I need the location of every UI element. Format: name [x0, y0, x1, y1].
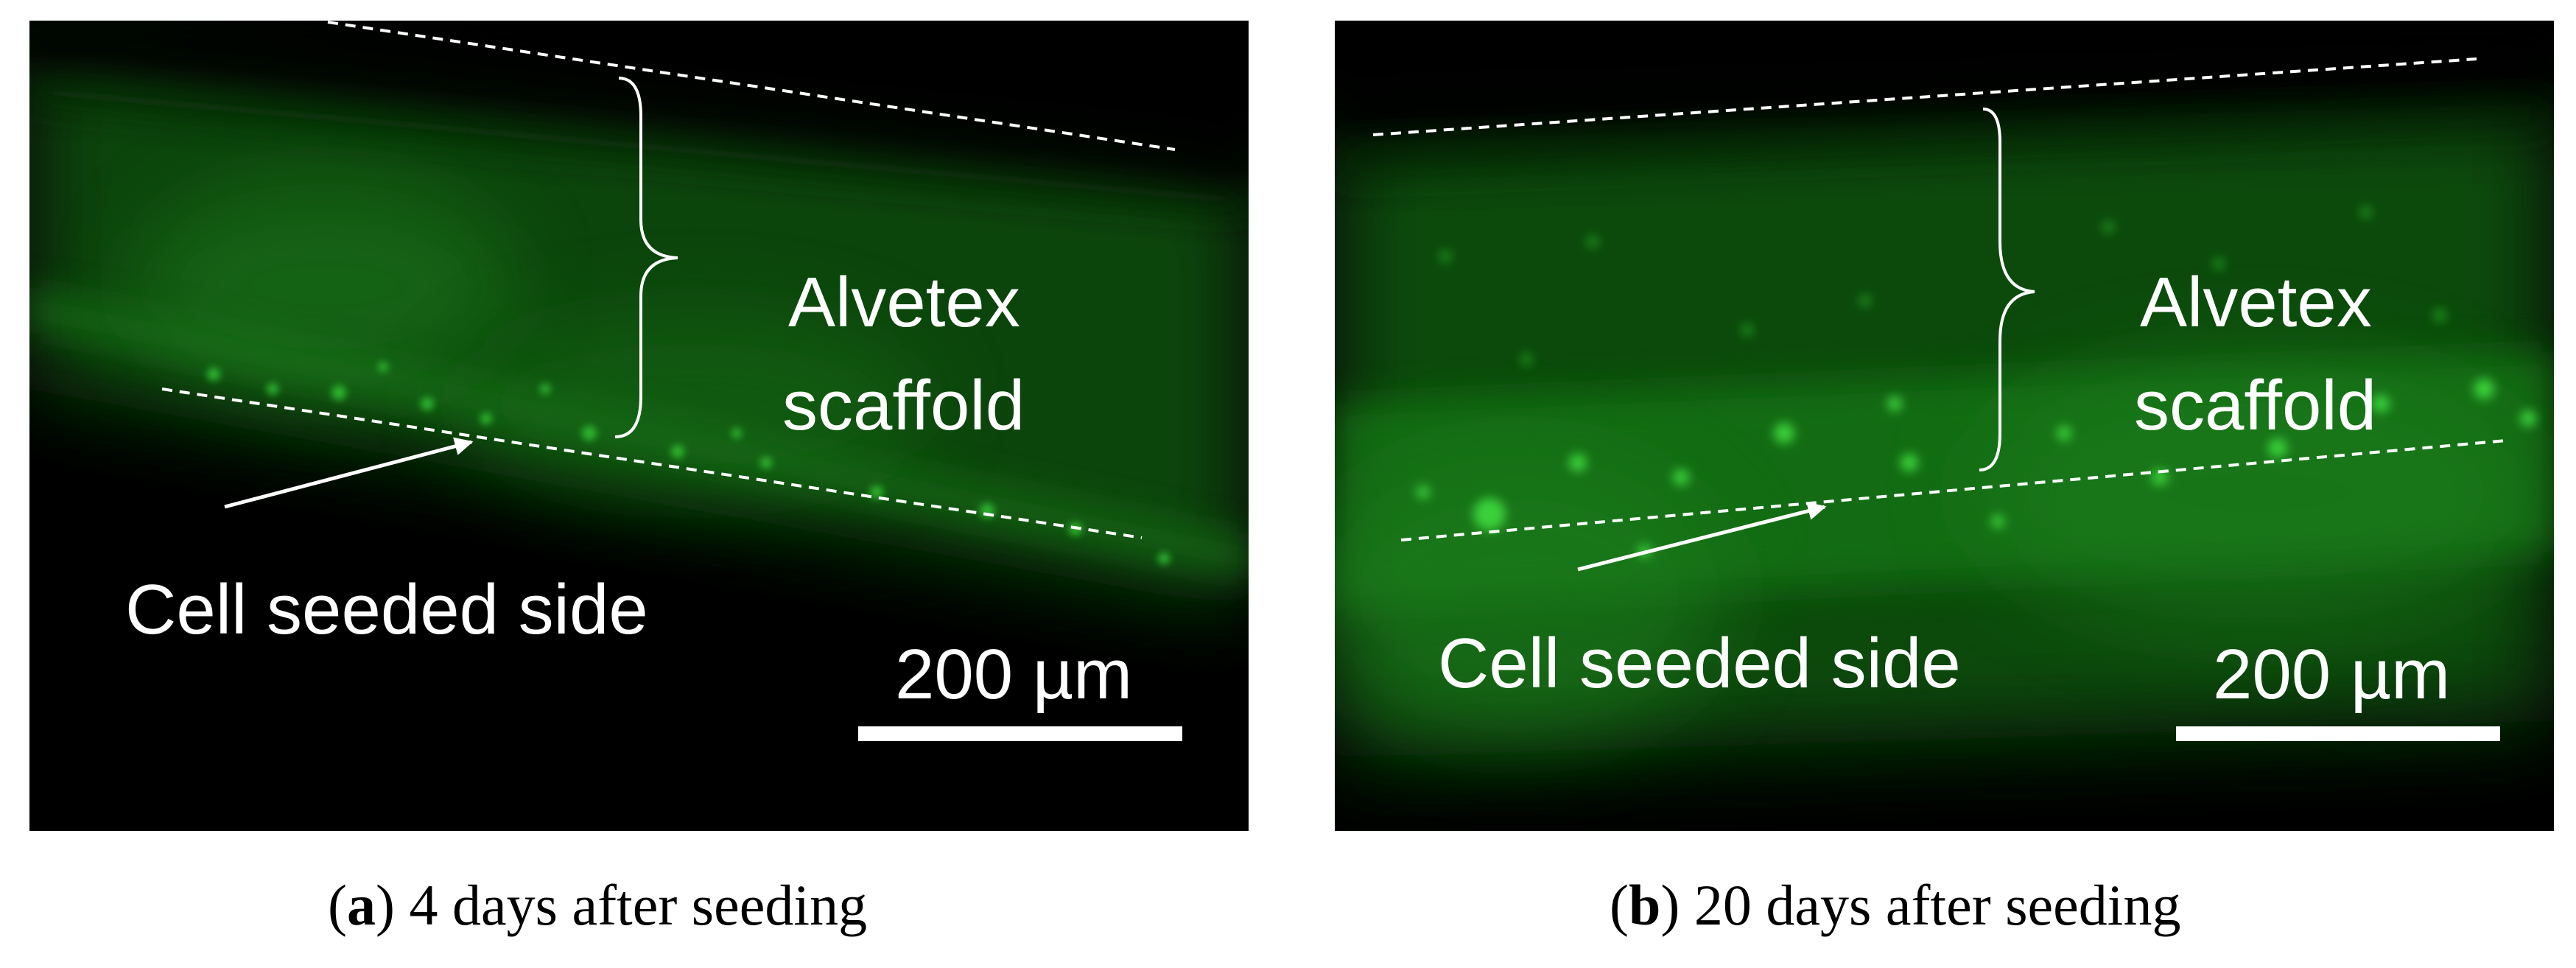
- arrow-label: Cell seeded side: [1438, 624, 1961, 703]
- fluorescence-image-a: [29, 21, 1249, 831]
- region-label-line2: scaffold: [782, 366, 1025, 445]
- upper-boundary-line: [327, 21, 1176, 151]
- region-label-line1: Alvetex: [788, 263, 1020, 342]
- region-label-line1: Alvetex: [2140, 263, 2372, 342]
- arrow-icon: [224, 437, 474, 509]
- region-label-line2: scaffold: [2134, 366, 2377, 445]
- scale-bar: [858, 726, 1182, 741]
- caption-letter: a: [346, 873, 376, 937]
- caption-b: (b) 20 days after seeding: [1610, 873, 2181, 937]
- arrow-icon: [1577, 502, 1827, 572]
- upper-boundary-line: [1372, 57, 2477, 136]
- lower-boundary-line: [1400, 439, 2507, 541]
- scale-bar-label: 200 µm: [2213, 635, 2451, 714]
- micrograph-panel-a: Alvetex scaffold Cell seeded side 200 µm: [29, 21, 1249, 831]
- lower-boundary-line: [161, 387, 1143, 539]
- fluorescence-image-b: [1335, 21, 2554, 831]
- caption-a: (a) 4 days after seeding: [328, 873, 868, 937]
- brace-icon: [1979, 108, 2035, 471]
- caption-letter: b: [1628, 873, 1661, 937]
- scale-bar: [2176, 726, 2500, 741]
- scale-bar-label: 200 µm: [895, 635, 1133, 714]
- caption-text: 20 days after seeding: [1694, 873, 2181, 937]
- arrow-label: Cell seeded side: [125, 570, 648, 649]
- micrograph-panel-b: Alvetex scaffold Cell seeded side 200 µm: [1335, 21, 2554, 831]
- caption-text: 4 days after seeding: [409, 873, 868, 937]
- brace-icon: [614, 77, 678, 438]
